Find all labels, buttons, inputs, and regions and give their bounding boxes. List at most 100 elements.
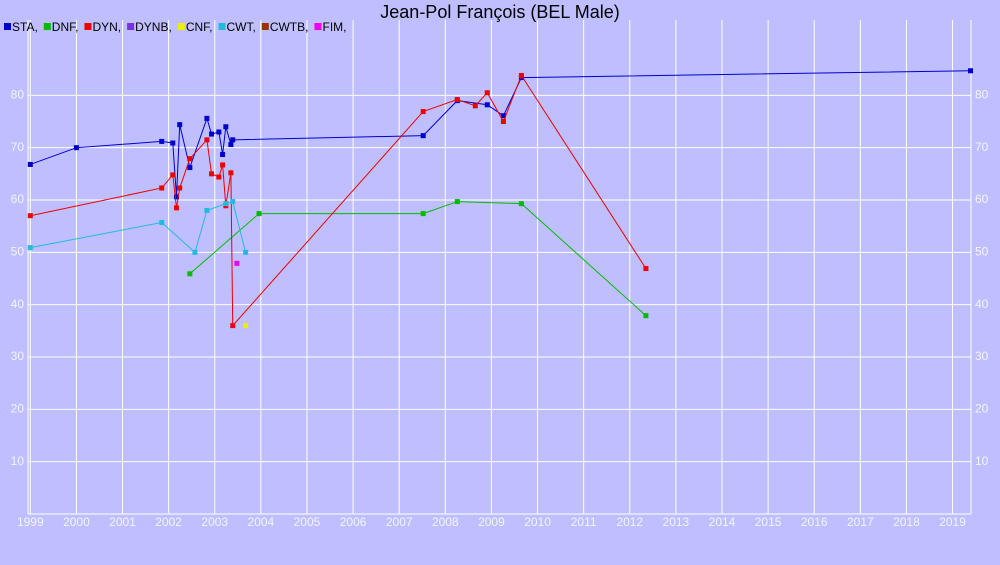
data-point	[484, 102, 490, 108]
data-point	[234, 260, 240, 266]
x-tick-label: 2001	[109, 515, 136, 529]
data-point	[518, 72, 524, 78]
x-tick-label: 2002	[155, 515, 182, 529]
y-tick-label: 30	[975, 349, 989, 363]
x-tick-label: 2010	[524, 515, 551, 529]
data-point	[177, 185, 183, 191]
data-point	[209, 131, 215, 137]
data-point	[159, 220, 165, 226]
x-tick-label: 2013	[663, 515, 690, 529]
y-tick-label: 60	[975, 192, 989, 206]
x-tick-label: 1999	[17, 515, 44, 529]
y-tick-label: 10	[975, 454, 989, 468]
series-line	[30, 70, 971, 197]
y-tick-label: 70	[11, 140, 25, 154]
x-tick-label: 2018	[893, 515, 920, 529]
y-tick-label: 50	[11, 245, 25, 259]
data-point	[159, 138, 165, 144]
x-tick-label: 2009	[478, 515, 505, 529]
legend-swatch	[314, 23, 322, 30]
data-point	[243, 249, 249, 255]
x-tick-label: 2004	[248, 515, 275, 529]
x-tick-label: 2012	[616, 515, 643, 529]
data-point	[230, 323, 236, 329]
data-point	[216, 129, 222, 135]
legend-swatch	[261, 23, 269, 30]
data-point	[643, 266, 649, 272]
data-point	[192, 249, 198, 255]
data-point	[518, 201, 524, 207]
legend-label: STA,	[12, 20, 38, 34]
legend-label: DYNB,	[135, 20, 172, 34]
legend-label: CWT,	[226, 20, 255, 34]
legend-swatch	[43, 23, 51, 30]
y-tick-label: 20	[975, 402, 989, 416]
x-tick-label: 2007	[386, 515, 413, 529]
y-tick-label: 40	[11, 297, 25, 311]
data-point	[204, 137, 210, 143]
chart-title: Jean-Pol François (BEL Male)	[380, 2, 619, 22]
legend-label: DYN,	[92, 20, 121, 34]
data-point	[500, 113, 506, 119]
data-point	[484, 90, 490, 96]
data-point	[223, 201, 229, 207]
data-point	[968, 68, 974, 74]
data-point	[228, 142, 234, 148]
data-point	[420, 133, 426, 139]
x-tick-label: 2008	[432, 515, 459, 529]
series-line	[189, 201, 647, 317]
x-tick-label: 2015	[755, 515, 782, 529]
data-point	[204, 115, 210, 121]
data-point	[420, 109, 426, 115]
x-tick-label: 2005	[294, 515, 321, 529]
data-point	[643, 313, 649, 319]
data-point	[220, 151, 226, 157]
y-tick-label: 60	[11, 192, 25, 206]
data-point	[243, 323, 249, 329]
y-tick-label: 70	[975, 140, 989, 154]
data-point	[204, 207, 210, 213]
x-tick-label: 2019	[939, 515, 966, 529]
x-tick-label: 2006	[340, 515, 367, 529]
data-point	[256, 211, 262, 217]
data-point	[187, 156, 193, 162]
y-tick-label: 10	[11, 454, 25, 468]
x-tick-label: 2000	[63, 515, 90, 529]
data-point	[472, 103, 478, 109]
data-point	[216, 174, 222, 180]
y-tick-label: 30	[11, 349, 25, 363]
legend-label: DNF,	[52, 20, 79, 34]
data-point	[228, 170, 234, 176]
legend-label: CWTB,	[270, 20, 309, 34]
legend-swatch	[84, 23, 92, 30]
data-point	[454, 97, 460, 103]
data-point	[177, 122, 183, 128]
data-point	[230, 137, 236, 143]
y-tick-label: 50	[975, 245, 989, 259]
x-tick-label: 2017	[847, 515, 874, 529]
x-tick-label: 2016	[801, 515, 828, 529]
legend-swatch	[4, 23, 11, 30]
y-tick-label: 40	[975, 297, 989, 311]
data-point	[170, 172, 176, 178]
data-point	[220, 162, 226, 168]
legend-label: CNF,	[186, 20, 213, 34]
data-point	[27, 213, 33, 219]
data-point	[73, 145, 79, 151]
data-point	[454, 199, 460, 205]
y-tick-label: 80	[11, 88, 25, 102]
y-tick-label: 20	[11, 402, 25, 416]
x-tick-label: 2011	[571, 515, 597, 529]
data-point	[223, 124, 229, 130]
legend-label: FIM,	[322, 20, 346, 34]
legend-swatch	[218, 23, 226, 30]
legend-swatch	[177, 23, 185, 30]
data-point	[170, 140, 176, 146]
data-point	[500, 119, 506, 125]
data-point	[159, 185, 165, 191]
data-point	[187, 271, 193, 277]
data-point	[173, 205, 179, 211]
x-tick-label: 2003	[201, 515, 228, 529]
